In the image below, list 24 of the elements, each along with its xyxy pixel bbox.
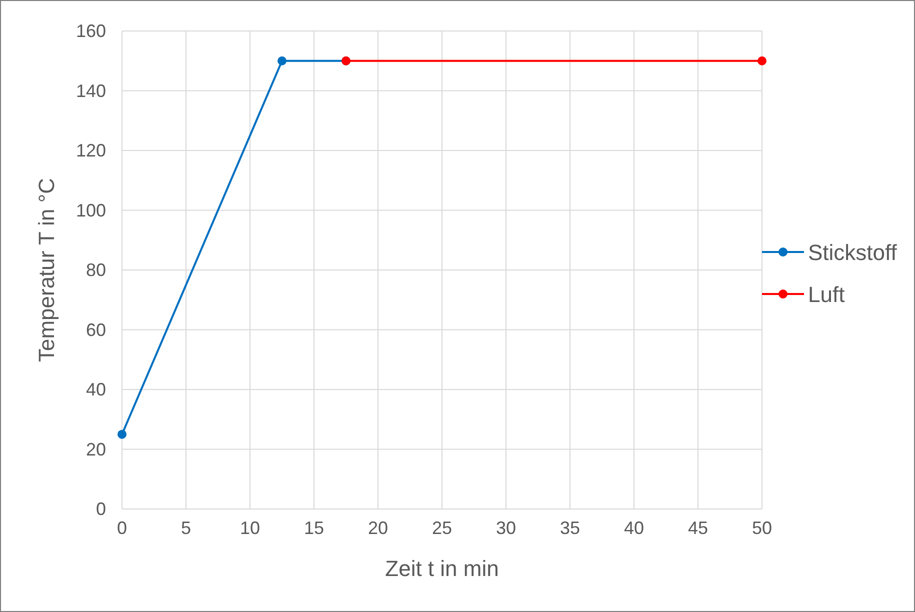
y-tick-label: 140 xyxy=(76,80,106,101)
x-axis-title: Zeit t in min xyxy=(385,556,499,581)
x-tick-label: 50 xyxy=(752,518,772,538)
x-tick-label: 30 xyxy=(496,518,516,538)
x-tick-label: 35 xyxy=(560,518,580,538)
y-tick-label: 20 xyxy=(86,439,106,460)
y-axis-title: Temperatur T in °C xyxy=(34,178,59,362)
y-tick-label: 0 xyxy=(96,499,106,519)
y-tick-label: 120 xyxy=(76,140,106,160)
x-tick-label: 0 xyxy=(116,518,128,538)
x-tick-label: 10 xyxy=(240,518,260,538)
x-tick-label: 40 xyxy=(624,518,644,538)
legend-label: Luft xyxy=(808,282,845,307)
y-tick-label: 40 xyxy=(86,380,106,400)
x-tick-label: 20 xyxy=(368,518,388,538)
x-tick-label: 15 xyxy=(304,518,324,538)
y-tick-label: 60 xyxy=(86,320,106,340)
x-tick-label: 25 xyxy=(432,518,452,538)
legend-label: Stickstoff xyxy=(808,240,898,265)
x-tick-label: 45 xyxy=(688,518,708,538)
y-tick-label: 80 xyxy=(86,260,106,280)
x-tick-label: 5 xyxy=(180,518,192,538)
y-tick-label: 160 xyxy=(76,21,106,41)
y-tick-label: 100 xyxy=(76,200,106,220)
